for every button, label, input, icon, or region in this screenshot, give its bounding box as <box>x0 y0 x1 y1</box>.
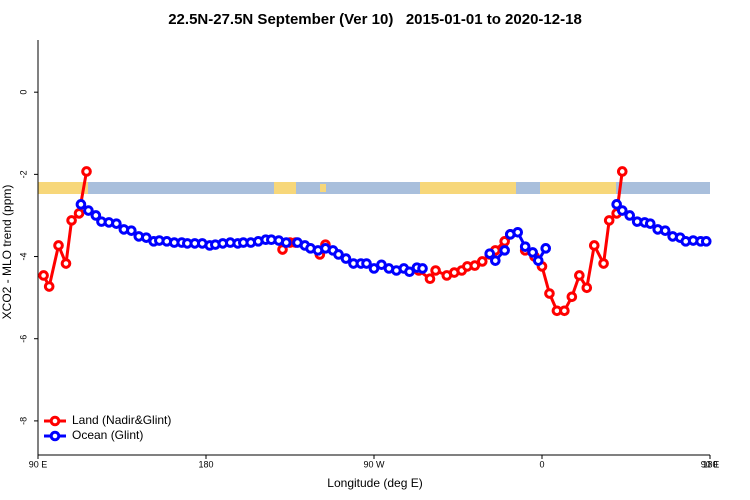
data-point <box>60 258 72 269</box>
data-point <box>588 240 600 251</box>
data-point <box>566 291 578 303</box>
data-point <box>544 288 555 299</box>
data-point <box>527 247 538 258</box>
data-point <box>361 258 372 269</box>
y-axis-title: XCO2 - MLO trend (ppm) <box>0 185 14 320</box>
x-tick-label: 90 E <box>701 459 720 469</box>
data-point <box>476 256 488 267</box>
data-point <box>532 255 544 266</box>
data-point <box>611 199 622 210</box>
data-point <box>333 249 344 260</box>
data-point <box>38 270 49 281</box>
map-strip <box>38 182 710 194</box>
legend-label: Land (Nadir&Glint) <box>72 413 171 427</box>
y-tick-label: 0 <box>18 90 28 95</box>
data-point <box>75 199 87 210</box>
data-point <box>616 205 628 216</box>
data-point <box>540 243 552 254</box>
data-point <box>280 237 292 248</box>
y-tick-label: -6 <box>18 335 28 343</box>
data-point <box>126 225 137 236</box>
x-tick-label: 90 W <box>363 459 385 469</box>
data-point <box>559 305 570 317</box>
x-axis-title: Longitude (deg E) <box>327 476 422 490</box>
data-point <box>83 205 94 216</box>
data-point <box>111 218 122 229</box>
data-point <box>404 266 415 278</box>
data-point <box>340 253 352 264</box>
data-point <box>81 166 92 177</box>
data-point <box>581 282 593 294</box>
data-point <box>53 240 64 251</box>
data-point <box>512 226 524 238</box>
data-point <box>43 281 55 292</box>
y-tick-label: -2 <box>18 170 28 178</box>
data-point <box>484 248 496 259</box>
x-tick-label: 180 <box>702 459 717 469</box>
data-point <box>616 166 628 177</box>
data-point <box>66 215 77 226</box>
data-point <box>490 255 501 266</box>
data-point <box>700 236 712 247</box>
data-point <box>598 258 609 269</box>
data-point <box>574 270 585 281</box>
data-point <box>90 210 102 221</box>
x-tick-label: 90 E <box>29 459 48 469</box>
legend-marker <box>49 430 61 442</box>
chart-title: 22.5N-27.5N September (Ver 10) 2015-01-0… <box>168 11 582 28</box>
data-point <box>430 265 441 276</box>
data-point <box>519 241 531 252</box>
legend-label: Ocean (Glint) <box>72 428 143 442</box>
data-point <box>644 218 656 229</box>
data-point <box>659 225 671 236</box>
x-tick-label: 0 <box>539 459 544 469</box>
data-point <box>499 245 510 256</box>
legend-marker <box>49 415 61 427</box>
data-point <box>603 215 615 226</box>
data-point <box>469 260 481 271</box>
y-tick-label: -4 <box>18 253 28 261</box>
data-point <box>417 263 428 274</box>
x-tick-label: 180 <box>198 459 213 469</box>
y-tick-label: -8 <box>18 417 28 425</box>
data-point <box>424 273 436 285</box>
data-point <box>73 208 85 219</box>
data-point <box>624 210 636 221</box>
